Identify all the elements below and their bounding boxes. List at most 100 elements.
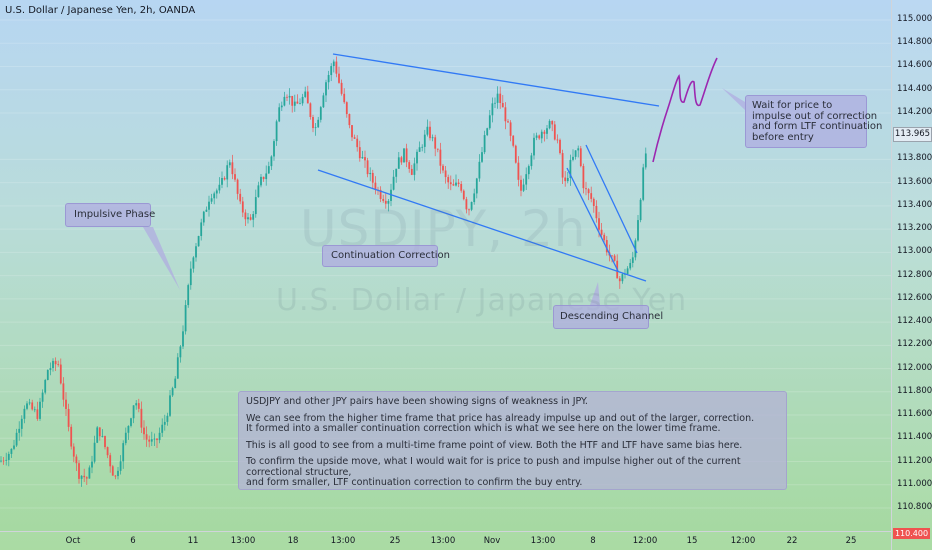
candle-body (631, 257, 634, 263)
candle-body (13, 445, 15, 449)
candle-body (452, 184, 455, 186)
descending-channel-upper-line[interactable] (585, 144, 638, 254)
candle-body (228, 162, 231, 166)
candle-body (379, 189, 382, 199)
wait-line: Wait for price to (752, 100, 833, 111)
candle-body (101, 435, 104, 437)
candle-body (249, 217, 252, 220)
candle-body (252, 214, 255, 220)
candle-body (270, 156, 273, 167)
candle-body (577, 148, 580, 151)
symbol-title[interactable]: U.S. Dollar / Japanese Yen, 2h, OANDA (5, 5, 196, 16)
candle-body (483, 135, 486, 153)
candle-body (98, 427, 101, 437)
candle-body (361, 157, 364, 159)
candle-body (221, 178, 223, 185)
candle-body (306, 91, 309, 104)
time-tick-label: Oct (65, 536, 81, 546)
candle-body (145, 434, 148, 440)
candle-body (312, 117, 314, 129)
candle-body (70, 426, 73, 447)
candle-body (176, 357, 179, 379)
candle-body (275, 121, 278, 142)
candle-body (104, 435, 106, 448)
candle-body (161, 424, 164, 433)
time-tick-label: 18 (287, 536, 299, 546)
candle-body (231, 162, 234, 175)
candle-body (127, 425, 130, 433)
candle-body (130, 418, 132, 426)
candle-body (600, 229, 603, 235)
candle-body (629, 262, 632, 269)
time-tick-label: 13:00 (430, 536, 456, 546)
candle-body (309, 103, 312, 118)
price-tick-label: 115.000 (897, 14, 932, 24)
channel-upper-trendline[interactable] (332, 53, 660, 107)
candle-body (28, 402, 31, 404)
candle-body (62, 383, 65, 400)
candle-body (59, 364, 62, 384)
candle-body (561, 153, 564, 178)
candle-body (286, 96, 288, 98)
candle-body (330, 66, 333, 76)
candle-body (23, 408, 26, 419)
callout-impulsive-phase[interactable]: Impulsive Phase (65, 203, 155, 227)
candle-body (39, 401, 41, 419)
candle-body (106, 447, 109, 456)
candle-body (10, 448, 13, 454)
candle-body (195, 246, 197, 258)
descending-channel-lower-line[interactable] (566, 167, 619, 272)
candle-body (626, 268, 629, 274)
candle-body (598, 218, 600, 230)
candle-body (358, 147, 361, 159)
candle-body (18, 428, 21, 433)
candle-body (205, 209, 208, 212)
candle-body (559, 139, 561, 154)
time-axis[interactable] (0, 531, 891, 550)
callout-continuation-correction[interactable]: Continuation Correction (322, 245, 450, 267)
channel-lower-trendline[interactable] (317, 169, 647, 282)
candle-body (184, 305, 187, 332)
candle-body (189, 268, 192, 286)
candle-body (296, 101, 299, 104)
candle-body (236, 179, 239, 194)
candles (0, 56, 647, 487)
candle-body (234, 174, 236, 180)
candle-body (525, 174, 528, 185)
candle-body (387, 200, 390, 204)
candle-body (215, 190, 218, 194)
projection-path[interactable] (652, 57, 718, 163)
candle-body (366, 160, 369, 175)
candle-body (436, 148, 439, 150)
candle-body (613, 255, 616, 261)
candle-body (182, 331, 184, 347)
candle-body (395, 168, 398, 177)
time-tick-label: 13:00 (530, 536, 556, 546)
candle-body (574, 150, 577, 157)
price-tick-label: 110.800 (897, 502, 932, 512)
candle-body (260, 176, 262, 186)
time-tick-label: 13:00 (330, 536, 356, 546)
candle-body (418, 147, 421, 152)
price-axis[interactable] (891, 0, 932, 550)
callout-wait-for-price[interactable]: Wait for price to impulse out of correct… (745, 95, 882, 148)
candle-body (226, 165, 229, 180)
candle-body (109, 455, 112, 467)
candle-body (158, 432, 161, 441)
candle-body (254, 197, 257, 215)
candle-body (114, 475, 117, 477)
candle-body (257, 185, 260, 198)
callout-pointer-impulse (143, 227, 180, 290)
candle-body (397, 157, 400, 169)
candle-body (543, 131, 546, 134)
candle-body (200, 222, 203, 236)
candle-body (91, 461, 93, 468)
candle-body (527, 166, 530, 175)
candle-body (504, 107, 507, 122)
candle-body (327, 75, 330, 83)
candle-body (572, 156, 574, 160)
callout-descending-channel[interactable]: Descending Channel (553, 305, 663, 329)
candle-body (621, 274, 624, 282)
candle-body (639, 199, 642, 221)
analysis-text-box[interactable]: USDJPY and other JPY pairs have been sho… (238, 391, 787, 490)
